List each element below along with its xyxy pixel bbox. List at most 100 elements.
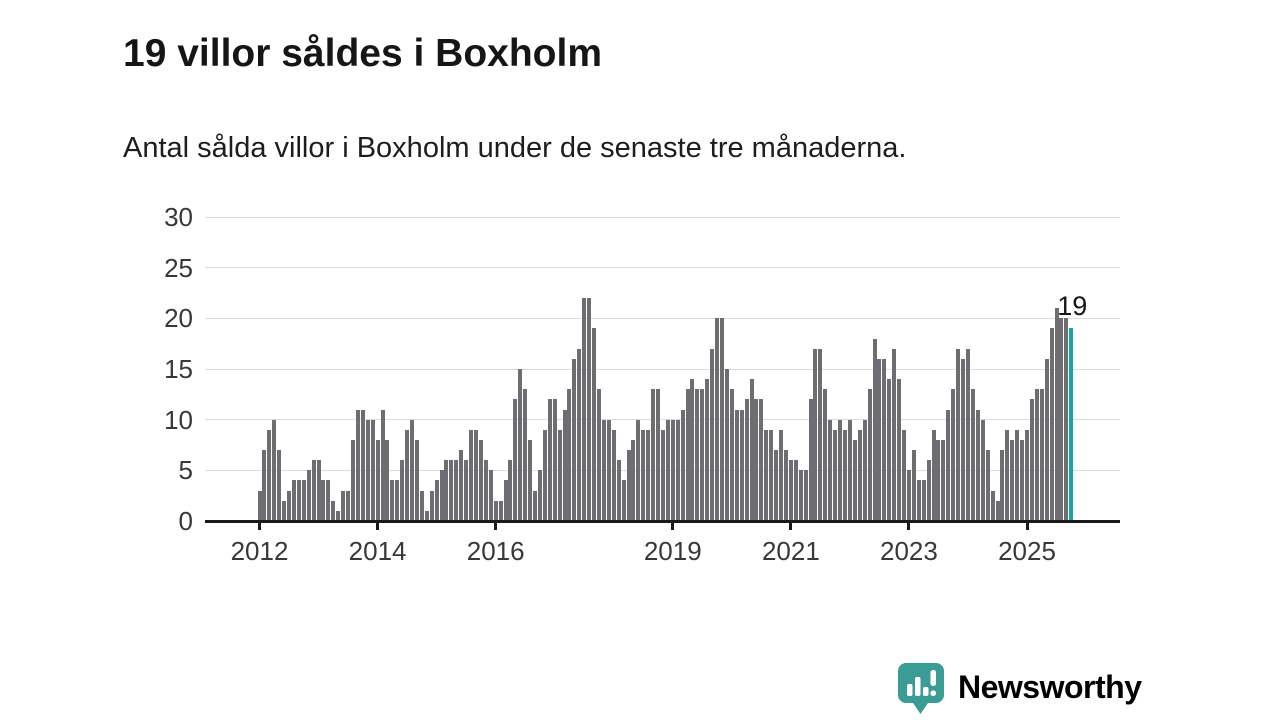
bar [842,429,847,521]
bar [862,419,867,521]
bar [439,470,444,521]
bar [282,500,287,521]
bar [695,389,700,521]
bar [828,419,833,521]
bar [641,429,646,521]
y-gridline [205,216,1120,218]
bar [444,460,449,521]
bar [769,429,774,521]
bar [508,460,513,521]
bar [572,358,577,521]
bar [823,389,828,521]
bar [542,429,547,521]
bar [395,480,400,521]
bar [429,490,434,521]
bar [326,480,331,521]
bar [350,439,355,521]
bar [759,399,764,521]
bar [995,500,1000,521]
bar [346,490,351,521]
bar [1039,389,1044,521]
bar [454,460,459,521]
bar [1025,429,1030,521]
bar [833,429,838,521]
y-axis-tick-label: 30 [164,202,193,232]
bar [587,298,592,521]
bar [931,429,936,521]
bar [459,450,464,521]
bar [449,460,454,521]
bar [700,389,705,521]
bar [774,450,779,521]
bar [537,470,542,521]
bar [941,439,946,521]
x-axis-tick [1025,522,1029,530]
bar [567,389,572,521]
bar [980,419,985,521]
bar [857,429,862,521]
bar [267,429,272,521]
bar [892,348,897,521]
bar [803,470,808,521]
bar [921,480,926,521]
bar [631,439,636,521]
chart-subtitle: Antal sålda villor i Boxholm under de se… [123,132,907,164]
x-axis-tick [258,522,261,530]
bar [1000,450,1005,521]
bar [360,409,365,521]
bar [1020,439,1025,521]
bar [473,429,478,521]
bar [341,490,346,521]
bar [592,328,597,521]
y-axis-tick-label: 0 [178,506,193,536]
bar [724,369,729,521]
bar [719,318,724,521]
bar [965,348,970,521]
bar [798,470,803,521]
bar [1059,318,1064,521]
bar [400,460,405,521]
y-gridline [205,317,1120,319]
bar [552,399,557,521]
bar [424,510,429,521]
bar [533,490,538,521]
bar [1064,318,1069,521]
bar [990,490,995,521]
bar [528,439,533,521]
bar [464,460,469,521]
bar [680,409,685,521]
bar [793,460,798,521]
bar [355,409,360,521]
bar [877,358,882,521]
bar [926,460,931,521]
x-axis-line [205,519,1120,523]
x-axis-tick-label: 2023 [880,536,938,566]
bar [749,379,754,521]
bar [818,348,823,521]
y-axis-tick-label: 25 [164,252,193,283]
bar [813,348,818,521]
bar [385,439,390,521]
bar [390,480,395,521]
bar [636,419,641,521]
bar [936,439,941,521]
y-axis-tick-label: 10 [164,404,193,435]
bar [985,450,990,521]
bar [301,480,306,521]
bar [606,419,611,521]
bar [906,470,911,521]
bar [1044,358,1049,521]
bar [257,490,262,521]
bar [788,460,793,521]
bar [1015,429,1020,521]
bar [970,389,975,521]
x-axis-tick-label: 2025 [998,536,1056,566]
x-axis-tick [671,522,675,530]
x-axis-tick-label: 2021 [761,536,820,566]
bar [557,429,562,521]
bar [744,399,749,521]
bar [277,450,282,521]
y-gridline [205,368,1120,370]
bar [675,419,680,521]
y-gridline [205,419,1120,421]
